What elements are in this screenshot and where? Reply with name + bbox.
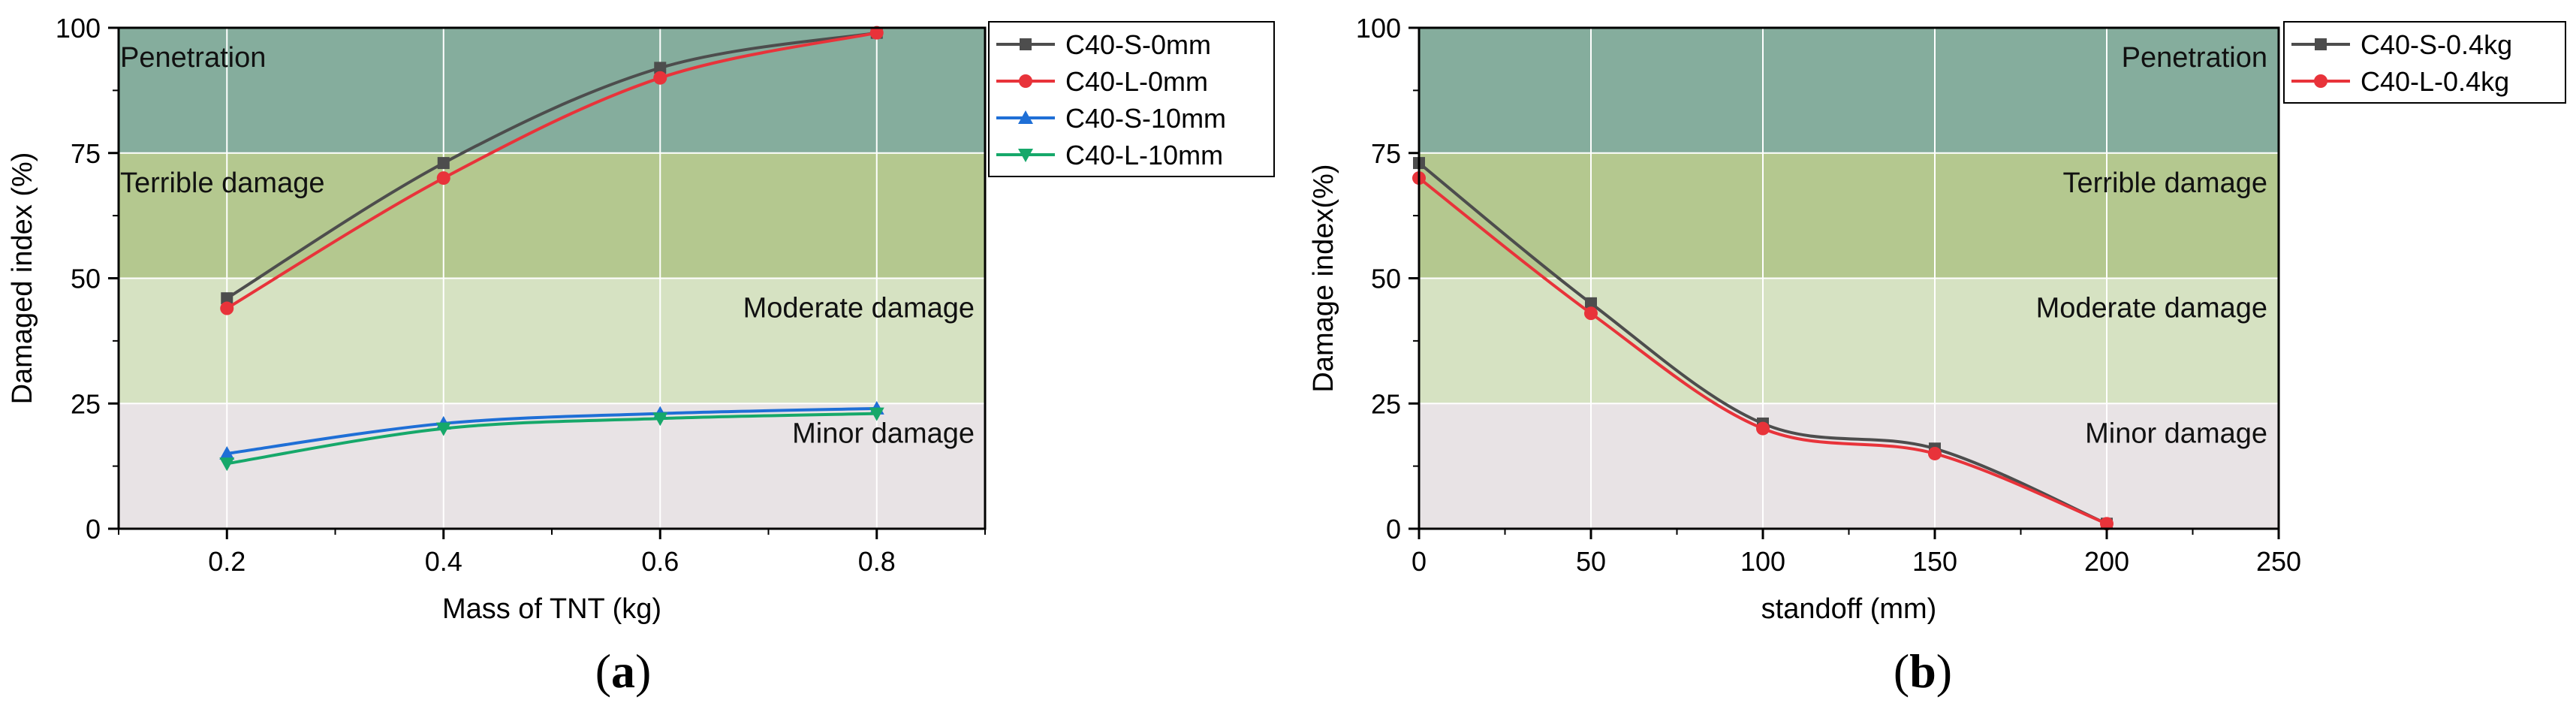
y-tick-label: 50 [71,264,101,294]
panel-label-paren: ( [1894,644,1909,698]
y-axis-title: Damage index(%) [1308,164,1339,392]
data-point [2100,517,2114,531]
series-line [226,412,877,466]
y-tick-label: 50 [1371,264,1401,294]
zone-label: Penetration [120,42,266,74]
damage-zone [1419,403,2279,529]
zone-label: Penetration [2122,42,2267,74]
x-tick-label: 0.6 [641,546,679,577]
legend: C40-S-0mm C40-L-0mm C40-S-10mm C40-L-10mm [988,21,1275,177]
y-tick-label: 75 [71,138,101,169]
x-tick-label: 0 [1412,546,1427,577]
damage-zone [119,28,985,153]
x-axis-title: Mass of TNT (kg) [442,593,661,625]
legend-label: C40-S-0.4kg [2361,29,2512,60]
x-tick-label: 200 [2084,546,2129,577]
y-tick-label: 75 [1371,138,1401,169]
data-point [435,422,451,436]
y-tick-label: 100 [1356,13,1401,44]
data-point [219,445,235,460]
data-point [220,301,234,315]
y-tick-label: 100 [56,13,101,44]
panel-label: (b) [1894,644,1952,698]
x-tick-label: 0.8 [858,546,896,577]
zone-label: Minor damage [2085,418,2267,449]
damage-zone [1419,28,2279,153]
legend-box [2283,21,2566,104]
x-tick-label: 0.2 [208,546,246,577]
legend-marker [1019,74,1032,88]
y-tick-label: 25 [1371,388,1401,419]
zone-label: Terrible damage [120,167,324,199]
series-line [226,406,877,455]
y-tick-label: 0 [86,514,101,545]
data-point [653,71,667,85]
x-tick-label: 50 [1576,546,1606,577]
zone-label: Moderate damage [2036,293,2267,324]
panel-label-paren: ( [595,644,611,698]
legend-label: C40-S-0mm [1065,29,1211,60]
data-point [436,171,450,186]
data-point [1584,306,1598,321]
legend-marker [1020,38,1032,50]
panel-label-paren: ) [1936,644,1952,698]
data-point [869,407,884,421]
chart-b: Penetration Terrible damage Moderate damag… [1308,13,2566,698]
chart-a: Penetration Terrible damage Moderate damag… [7,13,1275,698]
legend: C40-S-0.4kg C40-L-0.4kg [2283,21,2566,104]
panel-label-paren: ) [635,644,651,698]
series-line [226,31,878,310]
damage-zone [1419,152,2279,279]
series-line [226,31,878,300]
y-tick-label: 25 [71,388,101,419]
x-tick-label: 100 [1740,546,1785,577]
data-point [652,412,668,427]
data-point [654,62,667,74]
zone-label: Terrible damage [2063,167,2267,199]
x-tick-label: 250 [2256,546,2301,577]
data-point [1928,446,1942,460]
zone-label: Minor damage [792,418,975,449]
legend-label: C40-L-0mm [1065,66,1208,97]
y-axis-title: Damaged index (%) [7,152,38,405]
y-tick-label: 0 [1386,514,1401,545]
legend-label: C40-L-10mm [1065,140,1223,170]
data-point [219,457,235,472]
data-point [1756,421,1770,436]
legend-label: C40-S-10mm [1065,103,1226,134]
legend-label: C40-L-0.4kg [2361,66,2509,97]
x-tick-label: 150 [1912,546,1957,577]
legend-marker [2315,38,2327,50]
legend-marker [2314,74,2327,88]
data-point [869,26,884,40]
panel-label: (a) [595,644,652,698]
legend-marker [1018,110,1033,124]
legend-box [988,21,1275,177]
damage-zone [119,278,985,404]
legend-marker [1018,149,1033,162]
zone-label: Moderate damage [743,293,975,324]
damage-zone [119,152,985,279]
x-axis-title: standoff (mm) [1761,593,1937,625]
panel-label-letter: a [611,644,635,698]
damage-zone [119,403,985,529]
data-point [1585,297,1597,309]
data-point [437,157,450,170]
x-tick-label: 0.4 [425,546,462,577]
data-point [221,292,233,305]
damage-zone [1419,278,2279,404]
panel-label-letter: b [1909,644,1936,698]
